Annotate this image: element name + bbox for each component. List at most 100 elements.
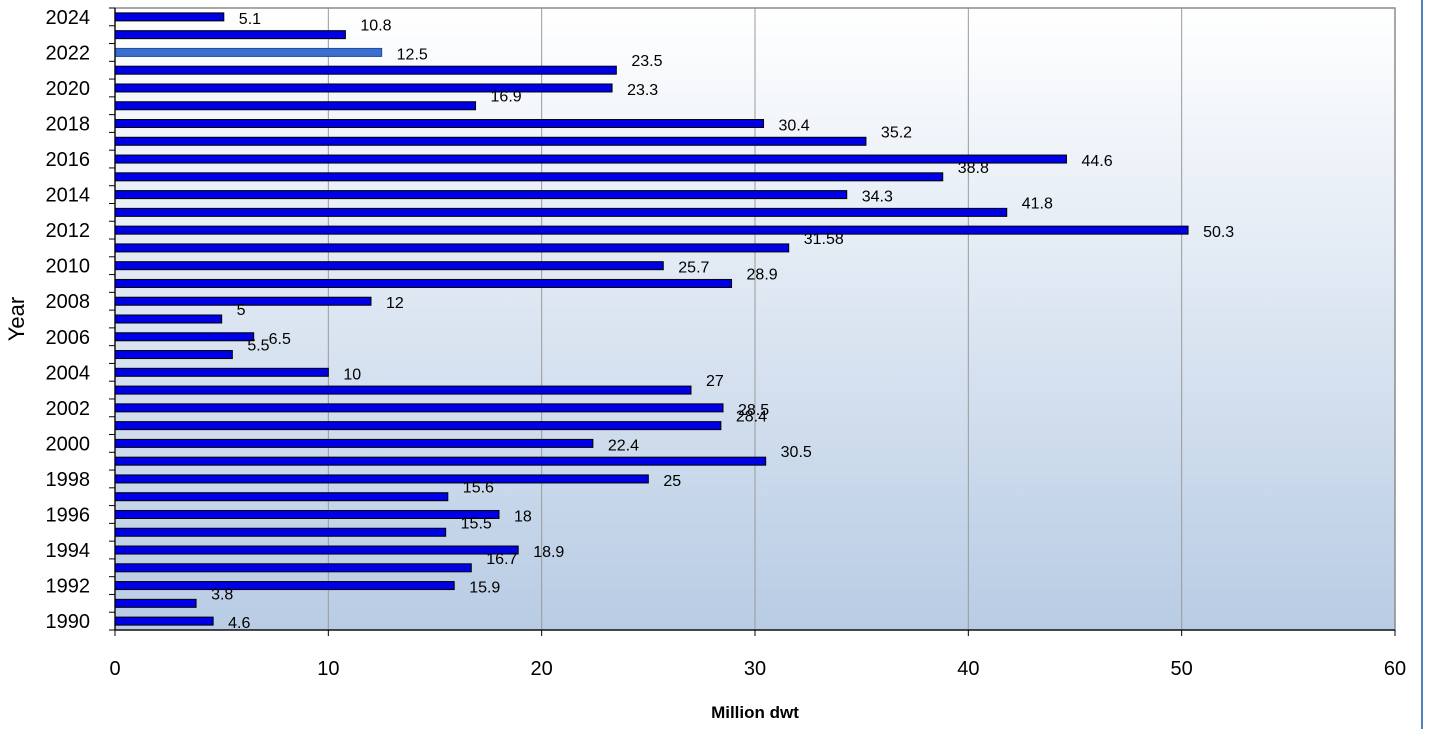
y-tick-label-1996: 1996	[46, 504, 91, 526]
x-tick-label-20: 20	[531, 658, 553, 680]
bar-2017	[114, 136, 867, 146]
data-label-2016: 44.6	[1081, 153, 1112, 170]
bar-1991	[114, 598, 197, 608]
bar-1995	[114, 527, 447, 537]
data-label-2005: 5.5	[247, 338, 269, 355]
y-axis-title: Year	[4, 297, 29, 341]
bar-2014	[114, 190, 848, 200]
data-label-2003: 27	[706, 373, 724, 390]
data-label-2015: 38.8	[958, 160, 989, 177]
bar-2021	[114, 65, 617, 75]
data-label-1998: 25	[663, 473, 681, 490]
data-labels: 4.6 3.8 15.9 16.7 18.9 15.5 18 15.6 25 30.5 22.4 28…	[211, 11, 1234, 632]
bar-2022	[114, 47, 383, 57]
y-tick-label-2008: 2008	[46, 291, 91, 313]
y-tick-label-2018: 2018	[46, 114, 91, 136]
bar-2003	[114, 385, 692, 395]
data-label-2004: 10	[343, 366, 361, 383]
data-label-1995: 15.5	[461, 515, 492, 532]
data-label-2010: 25.7	[678, 260, 709, 277]
bar-2005	[114, 350, 233, 360]
y-tick-label-1998: 1998	[46, 469, 91, 491]
y-tick-label-2024: 2024	[46, 7, 91, 29]
y-tick-label-2020: 2020	[46, 78, 91, 100]
y-tick-labels: 1990 1992 1994 1996 1998 2000 2002 2004 2006 2008…	[46, 7, 91, 633]
data-label-2021: 23.5	[631, 53, 662, 70]
data-label-2008: 12	[386, 295, 404, 312]
x-tick-label-60: 60	[1384, 658, 1406, 680]
data-label-2023: 10.8	[360, 18, 391, 35]
data-label-1999: 30.5	[781, 444, 812, 461]
bar-2020	[114, 83, 613, 93]
y-tick-label-2000: 2000	[46, 433, 91, 455]
data-label-2007: 5	[237, 302, 246, 319]
data-label-1992: 15.9	[469, 580, 500, 597]
y-tick-label-2014: 2014	[46, 185, 91, 207]
y-tick-label-1992: 1992	[46, 576, 91, 598]
data-label-2017: 35.2	[881, 124, 912, 141]
data-label-2013: 41.8	[1022, 195, 1053, 212]
y-tick-label-2010: 2010	[46, 256, 91, 278]
y-tick-label-2002: 2002	[46, 398, 91, 420]
right-edge-rule	[1421, 0, 1423, 729]
bar-2011	[114, 243, 790, 253]
data-label-1993: 16.7	[486, 551, 517, 568]
bar-1999	[114, 456, 767, 466]
y-tick-label-2004: 2004	[46, 362, 91, 384]
data-label-1990: 4.6	[228, 615, 250, 632]
bar-2015	[114, 172, 944, 182]
bars	[114, 12, 1189, 626]
data-label-2011: 31.58	[804, 231, 844, 248]
bar-2009	[114, 278, 733, 288]
bar-2013	[114, 207, 1008, 217]
data-label-2019: 16.9	[491, 89, 522, 106]
x-tick-label-10: 10	[317, 658, 339, 680]
y-tick-label-2012: 2012	[46, 220, 91, 242]
data-label-2002: 28.5	[738, 402, 769, 419]
bar-1994	[114, 545, 519, 555]
x-tick-label-0: 0	[109, 658, 120, 680]
y-tick-label-2022: 2022	[46, 42, 91, 64]
data-label-2018: 30.4	[779, 118, 810, 135]
data-label-1991: 3.8	[211, 586, 233, 603]
bar-1990	[114, 616, 214, 626]
bar-2018	[114, 119, 765, 129]
x-axis-title: Million dwt	[711, 703, 799, 722]
bar-2002	[114, 403, 724, 413]
x-tick-label-40: 40	[957, 658, 979, 680]
bar-2001	[114, 421, 722, 431]
gridlines	[327, 8, 1183, 630]
bar-2016	[114, 154, 1067, 164]
bar-2004	[114, 367, 329, 377]
bar-2000	[114, 438, 594, 448]
bar-2010	[114, 261, 664, 271]
axes	[109, 7, 1396, 636]
data-label-2022: 12.5	[397, 46, 428, 63]
data-label-2014: 34.3	[862, 189, 893, 206]
data-label-2006: 6.5	[269, 331, 291, 348]
bar-1993	[114, 563, 472, 573]
x-tick-label-30: 30	[744, 658, 766, 680]
data-label-2024: 5.1	[239, 11, 261, 28]
bar-2023	[114, 30, 346, 40]
x-tick-label-50: 50	[1171, 658, 1193, 680]
data-label-2020: 23.3	[627, 82, 658, 99]
data-label-2000: 22.4	[608, 437, 639, 454]
data-label-1994: 18.9	[533, 544, 564, 561]
data-label-2012: 50.3	[1203, 224, 1234, 241]
bar-2024	[114, 12, 225, 22]
bar-1997	[114, 492, 449, 502]
x-tick-labels: 0 10 20 30 40 50 60	[109, 658, 1406, 680]
y-tick-label-2006: 2006	[46, 327, 91, 349]
bar-1998	[114, 474, 649, 484]
bar-2019	[114, 101, 477, 111]
y-tick-label-1990: 1990	[46, 611, 91, 633]
bar-2007	[114, 314, 223, 324]
data-label-1997: 15.6	[463, 480, 494, 497]
y-tick-label-2016: 2016	[46, 149, 91, 171]
bar-2006	[114, 332, 255, 342]
data-label-1996: 18	[514, 508, 532, 525]
data-label-2001: 28.4	[736, 409, 767, 426]
